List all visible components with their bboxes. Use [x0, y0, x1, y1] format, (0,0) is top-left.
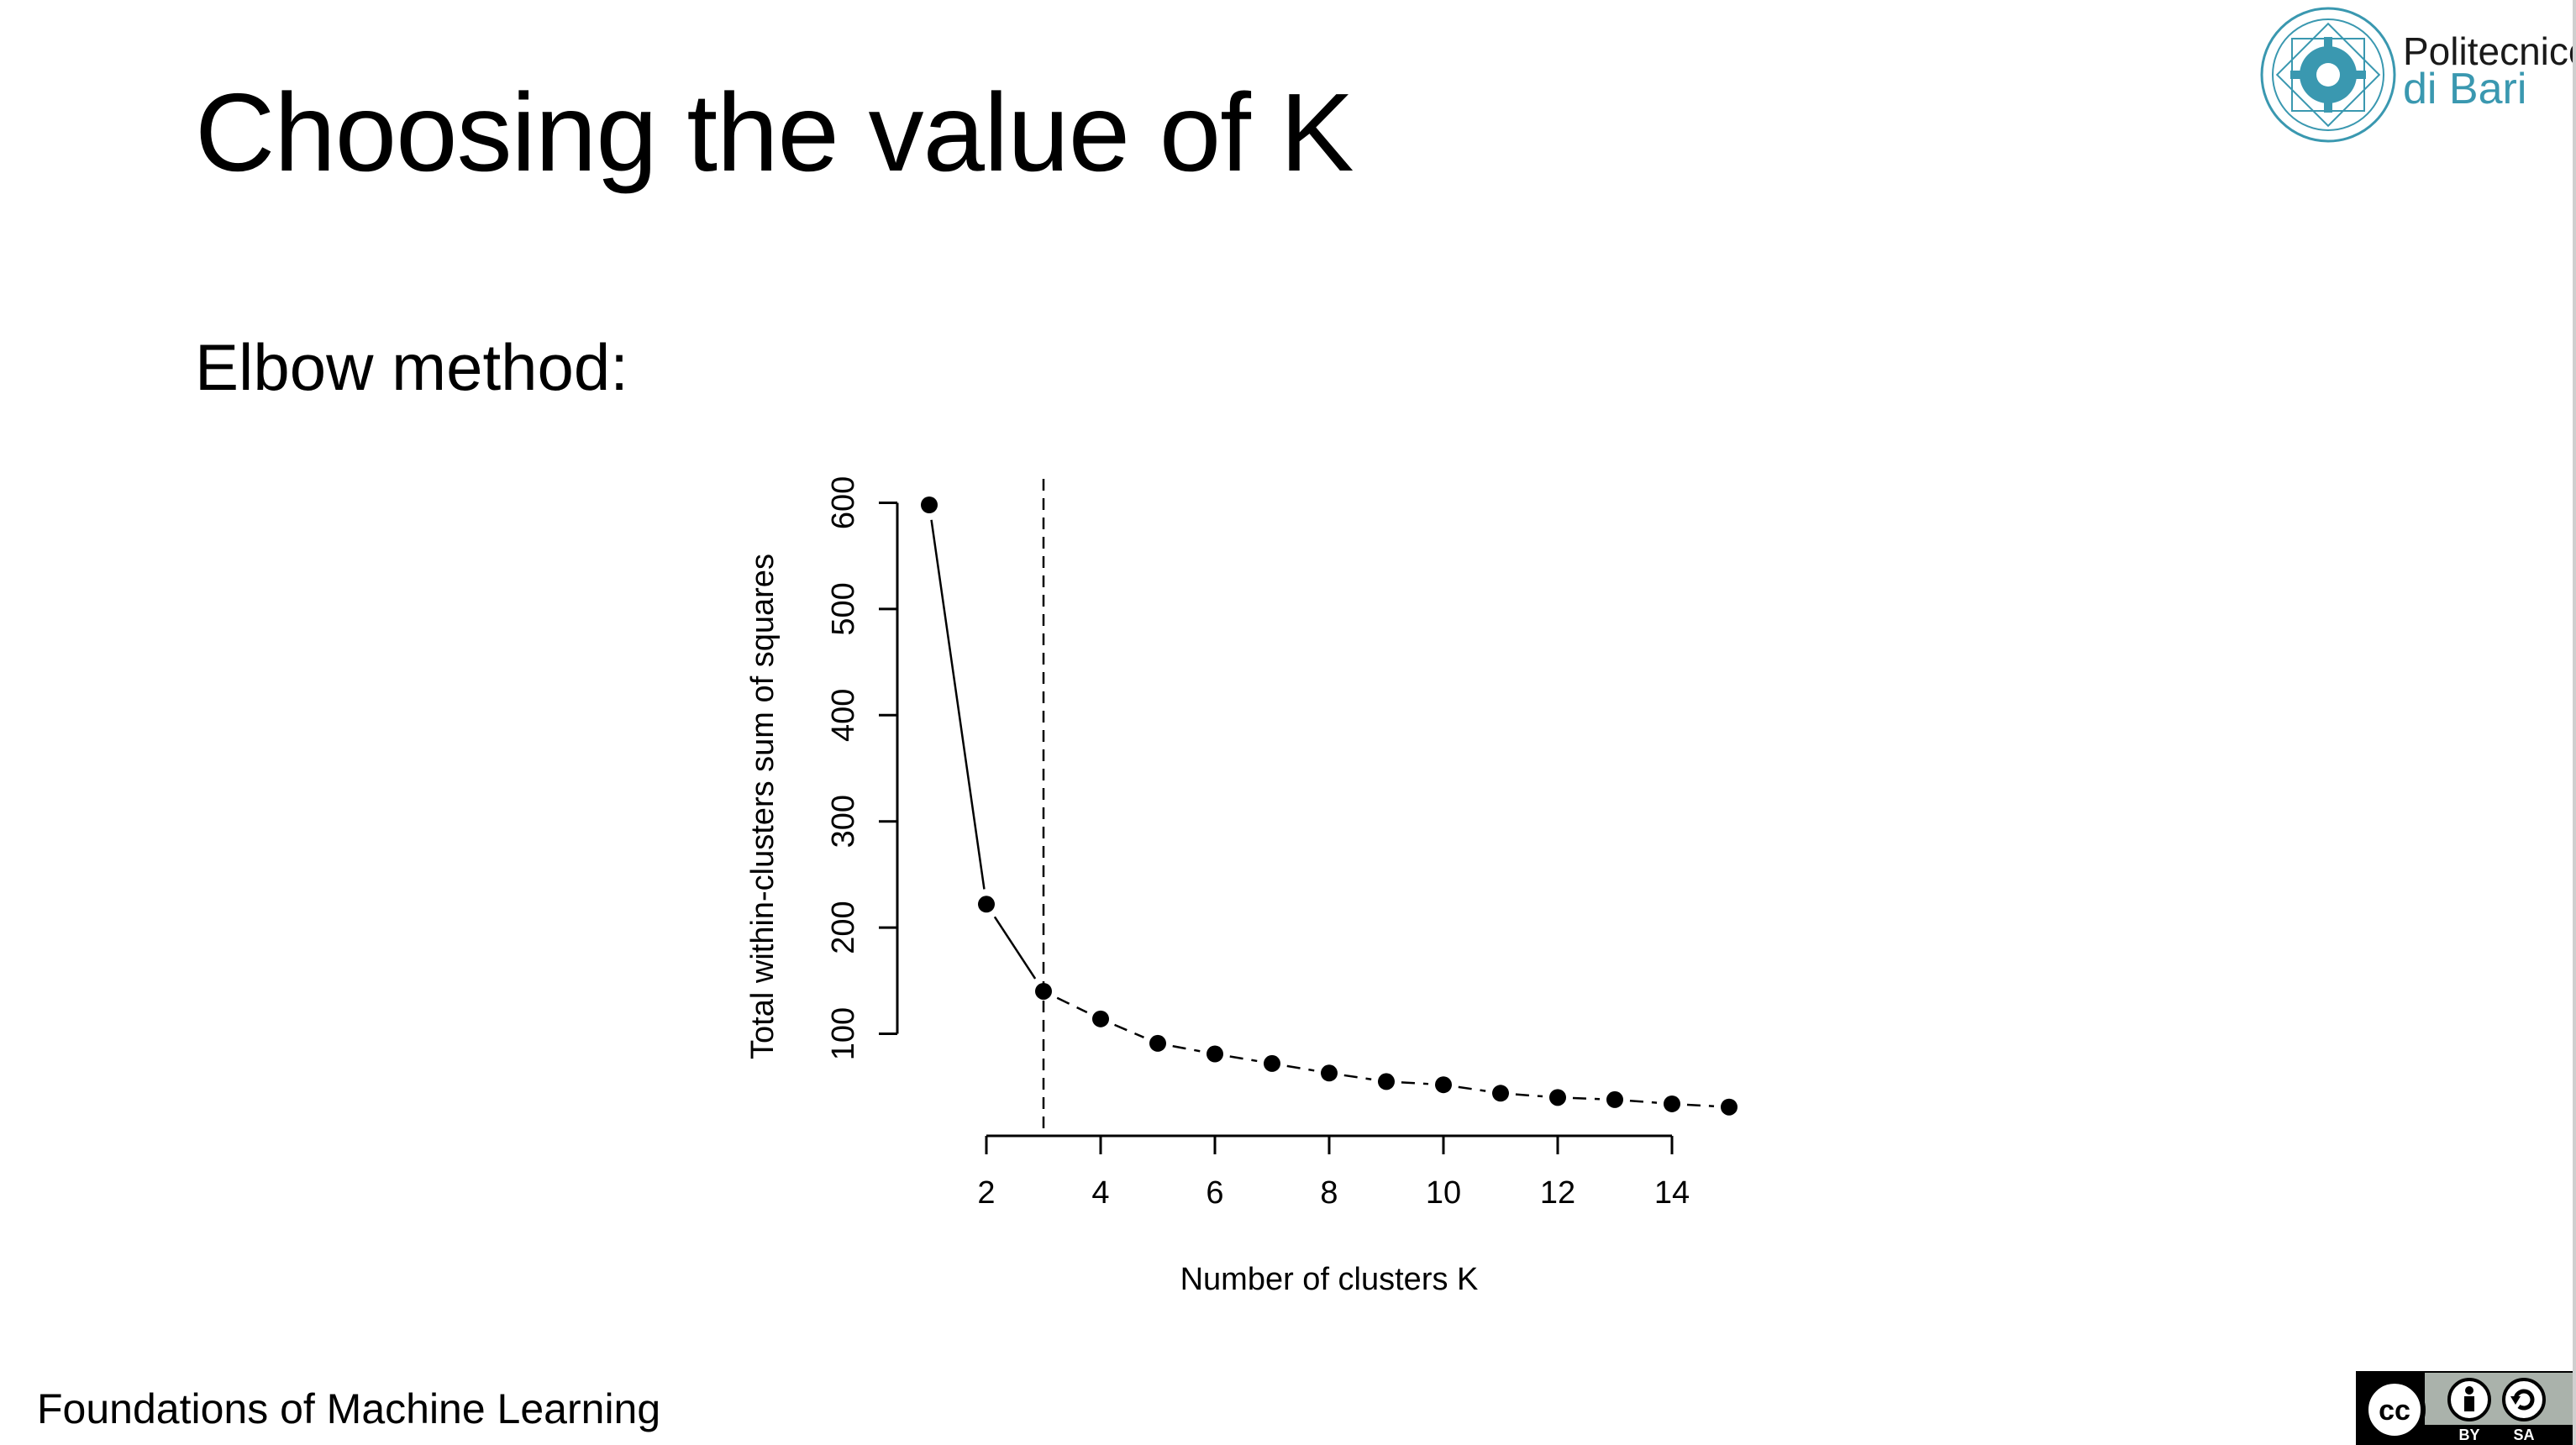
series-segment: [1229, 1055, 1258, 1063]
x-axis-label: Number of clusters K: [1180, 1262, 1479, 1297]
x-tick-label-10: 10: [1426, 1175, 1461, 1211]
x-tick-label-6: 6: [1206, 1175, 1223, 1211]
slide-edge: [2573, 0, 2576, 1445]
data-point-k13: [1606, 1090, 1623, 1108]
data-point-k12: [1549, 1089, 1566, 1106]
y-tick-label-300: 300: [826, 795, 861, 848]
x-tick-label-2: 2: [977, 1175, 995, 1211]
data-point-k7: [1264, 1054, 1280, 1072]
y-tick-label-400: 400: [826, 689, 861, 742]
series-segment: [1286, 1064, 1315, 1072]
share-alike-icon: [2502, 1378, 2546, 1421]
slide-title: Choosing the value of K: [195, 71, 1354, 194]
series-segment: [1401, 1081, 1429, 1085]
data-point-k10: [1435, 1076, 1452, 1094]
course-footer: Foundations of Machine Learning: [37, 1385, 661, 1432]
series-segment: [993, 916, 1037, 980]
series-segment: [1172, 1044, 1201, 1053]
series-segment: [1572, 1096, 1601, 1101]
data-point-k11: [1492, 1085, 1509, 1102]
data-point-k2: [978, 896, 995, 913]
series-segment: [1515, 1093, 1543, 1098]
x-tick-label-8: 8: [1320, 1175, 1338, 1211]
y-tick-label-100: 100: [826, 1007, 861, 1060]
data-point-k5: [1149, 1034, 1166, 1052]
y-tick-label-600: 600: [826, 476, 861, 529]
series-segment: [1686, 1103, 1715, 1107]
logo-line-2: di Bari: [2403, 65, 2527, 113]
data-point-k15: [1721, 1098, 1737, 1116]
data-point-k6: [1207, 1045, 1223, 1063]
university-seal-icon: [2260, 7, 2396, 143]
x-tick-label-14: 14: [1654, 1175, 1690, 1211]
attribution-icon: [2447, 1378, 2491, 1421]
x-tick-label-12: 12: [1540, 1175, 1575, 1211]
cc-icon: cc: [2363, 1379, 2426, 1441]
y-axis-label: Total within-clusters sum of squares: [745, 554, 781, 1059]
data-point-k9: [1378, 1073, 1395, 1090]
series-segment: [1056, 996, 1088, 1014]
data-point-k8: [1321, 1064, 1338, 1082]
x-tick-label-4: 4: [1091, 1175, 1109, 1211]
license-sa-label: SA: [2513, 1427, 2534, 1443]
series-segment: [1458, 1085, 1486, 1092]
series-segment: [930, 519, 986, 890]
series-segment: [1343, 1074, 1372, 1080]
svg-text:cc: cc: [2379, 1395, 2410, 1427]
logo-line-1: Politecnico: [2403, 29, 2576, 73]
university-logo: Politecnico di Bari: [2258, 5, 2576, 144]
data-point-k14: [1664, 1095, 1680, 1112]
y-tick-label-200: 200: [826, 901, 861, 954]
series-segment: [1114, 1023, 1144, 1038]
elbow-chart: 100 200 300 400 500 600 2 4 6 8 10 12 14 Number of cl…: [745, 476, 1737, 1297]
y-tick-label-500: 500: [826, 582, 861, 635]
data-point-k4: [1092, 1010, 1109, 1027]
data-point-k1: [921, 497, 938, 513]
cc-license-badge: cc BY SA: [2356, 1371, 2576, 1445]
data-point-k3: [1035, 982, 1052, 1000]
slide-subtitle: Elbow method:: [195, 330, 628, 404]
series-segment: [1629, 1099, 1658, 1104]
license-by-label: BY: [2458, 1427, 2479, 1443]
